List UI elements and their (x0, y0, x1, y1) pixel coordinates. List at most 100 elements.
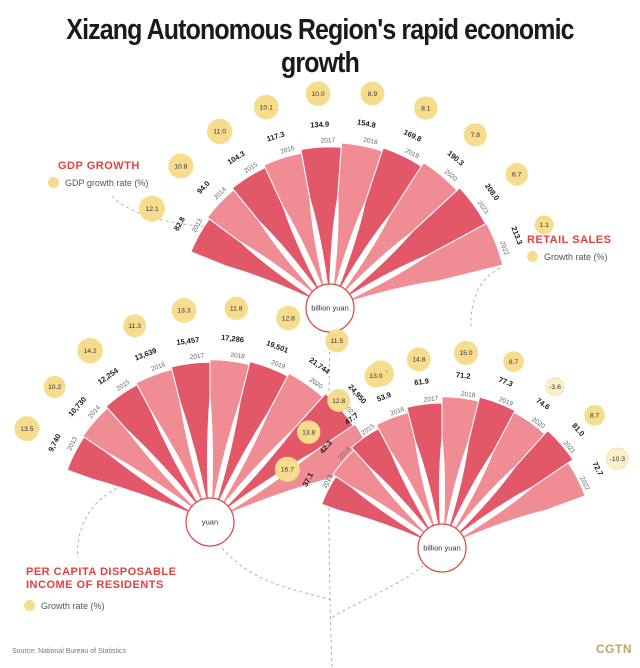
growth-rate-label: 16.7 (281, 467, 294, 474)
fan-bar (82, 407, 194, 508)
value-label: 17,286 (221, 333, 245, 345)
chart-title: Xizang Autonomous Region's rapid economi… (66, 14, 574, 79)
growth-rate-label: 13.3 (177, 308, 190, 315)
income-legend: Growth rate (%) (24, 600, 105, 611)
value-label: 74.6 (534, 396, 551, 412)
growth-rate-label: -3.6 (549, 384, 561, 391)
growth-rate-bubble (364, 364, 388, 388)
fan-bar (350, 427, 430, 530)
income-section-title: PER CAPITA DISPOSABLE INCOME OF RESIDENT… (26, 566, 176, 592)
income-title-line: PER CAPITA DISPOSABLE (26, 566, 177, 578)
fan-bar (190, 218, 311, 299)
center-circle (185, 497, 235, 547)
fan-bar (209, 359, 250, 499)
fan-bar (263, 152, 325, 287)
growth-rate-bubble (406, 347, 431, 372)
growth-rate-label: 13.8 (302, 429, 315, 436)
growth-rate-label: 6.7 (512, 172, 522, 179)
year-label: 2018 (230, 352, 246, 361)
growth-rate-bubble (305, 81, 331, 107)
legend-swatch (527, 251, 538, 262)
growth-rate-bubble (297, 420, 321, 444)
fan-bar (206, 189, 315, 294)
fan-bar (351, 222, 504, 302)
fan-bar (454, 411, 546, 530)
value-label: 208.0 (483, 182, 501, 203)
growth-rate-label: 8.9 (368, 91, 378, 98)
growth-rate-bubble (453, 340, 478, 365)
year-label: 2018 (363, 137, 379, 147)
value-label: 104.3 (226, 149, 247, 167)
year-label: 2022 (498, 240, 510, 256)
fan-bar (321, 475, 422, 539)
value-label: 12,254 (96, 366, 121, 387)
fan-bar (338, 147, 423, 288)
retail-pointer-line (470, 267, 501, 328)
fan-bar (375, 412, 436, 527)
fan-bar (66, 436, 190, 513)
growth-rate-bubble (545, 377, 565, 397)
growth-rate-label: 7.8 (471, 132, 481, 139)
retail-legend: Growth rate (%) (527, 251, 608, 262)
year-label: 2016 (389, 406, 405, 418)
growth-rate-label: 1.1 (539, 222, 549, 229)
growth-rate-label: 15.0 (459, 350, 472, 357)
value-label: 9,740 (46, 432, 63, 453)
center-circle (417, 523, 467, 573)
growth-rate-label: 12.1 (145, 206, 158, 213)
growth-rate-bubble (534, 215, 554, 235)
growth-rate-bubble (171, 298, 197, 323)
income-title-line: INCOME OF RESIDENTS (26, 579, 164, 591)
gdp-legend-label: GDP growth rate (%) (65, 177, 149, 188)
value-label: 19,501 (265, 338, 290, 355)
growth-rate-bubble (168, 153, 194, 179)
unit-label: yuan (202, 517, 218, 526)
year-label: 2017 (189, 352, 205, 361)
growth-rate-bubble (14, 416, 40, 442)
fan-bar (226, 392, 354, 508)
fan-bar (441, 396, 480, 525)
growth-rate-bubble (224, 296, 248, 321)
value-label: 15,457 (176, 335, 200, 347)
fan-bar (332, 449, 426, 534)
year-label: 2017 (320, 137, 335, 145)
growth-rate-label: 11.8 (230, 306, 243, 313)
growth-rate-bubble (327, 388, 351, 412)
growth-rate-label: 11.3 (128, 323, 141, 330)
value-label: 169.8 (402, 127, 423, 143)
growth-rate-bubble (253, 94, 279, 120)
value-label: 82.8 (172, 215, 187, 232)
growth-rate-label: 11.5 (331, 338, 344, 345)
growth-rate-bubble (43, 375, 66, 398)
value-label: 77.3 (497, 375, 514, 389)
fan-bar (462, 462, 586, 539)
growth-rate-bubble (360, 81, 385, 106)
gdp-legend: GDP growth rate (%) (48, 177, 148, 188)
growth-rate-label: 10.1 (260, 104, 273, 111)
year-label: 2017 (423, 395, 439, 404)
growth-rate-bubble (503, 351, 524, 372)
growth-rate-bubble (606, 447, 629, 470)
growth-rate-label: 8.7 (509, 359, 519, 366)
year-label: 2018 (460, 391, 476, 400)
cgtn-logo: CGTN (596, 642, 632, 656)
growth-rate-label: 12.8 (332, 398, 345, 405)
income-stem-line (221, 547, 332, 601)
growth-rate-bubble (207, 118, 233, 145)
unit-label: billion yuan (311, 303, 349, 312)
unit-label: billion yuan (423, 543, 461, 552)
growth-rate-label: 13.0 (369, 373, 382, 380)
fan-bar (343, 161, 458, 292)
legend-swatch (48, 177, 59, 188)
gdp-section-title: GDP GROWTH (58, 160, 140, 172)
value-label: 72.7 (590, 460, 605, 477)
fan-bar (332, 142, 383, 286)
year-label: 2016 (280, 145, 296, 156)
growth-rate-label: 11.0 (213, 129, 226, 136)
growth-rate-bubble (276, 305, 301, 331)
value-label: 94.0 (195, 179, 212, 196)
fan-bar (348, 187, 487, 296)
growth-rate-label: 12.8 (282, 315, 295, 322)
